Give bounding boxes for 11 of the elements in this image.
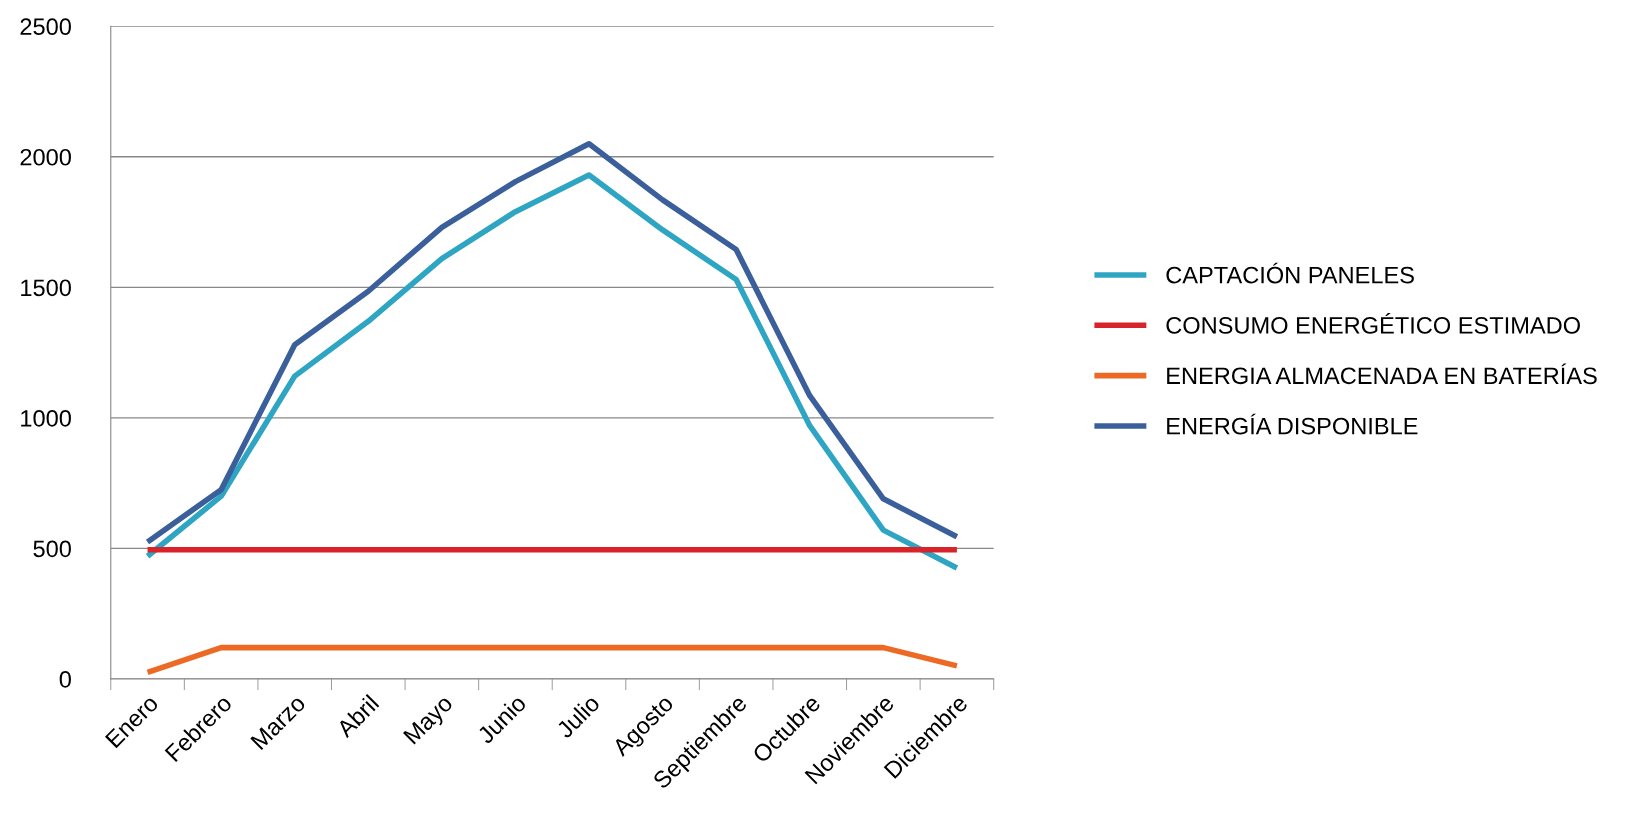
x-tick-label: Julio: [554, 693, 601, 740]
y-tick-label: 2000: [20, 148, 71, 166]
y-tick-label: 500: [33, 540, 71, 558]
y-tick-label: 2500: [20, 18, 71, 36]
legend-label: CONSUMO ENERGÉTICO ESTIMADO: [1166, 313, 1580, 334]
legend-label: ENERGIA ALMACENADA EN BATERÍAS: [1167, 363, 1597, 385]
y-tick-label: 1500: [21, 279, 71, 297]
y-tick-label: 1000: [21, 409, 71, 427]
y-tick-label: 0: [59, 671, 71, 688]
legend-label: CAPTACIÓN PANELES: [1166, 262, 1414, 284]
legend-label: ENERGÍA DISPONIBLE: [1167, 413, 1418, 435]
